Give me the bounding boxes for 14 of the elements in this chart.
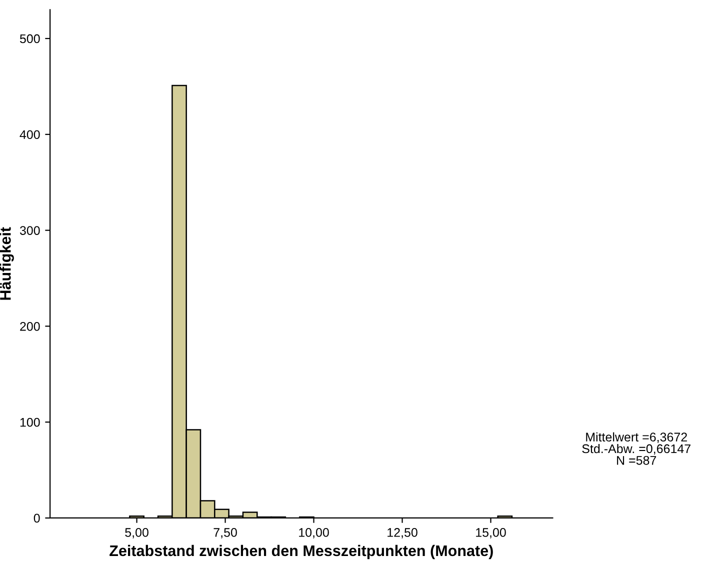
y-axis-title: Häufigkeit bbox=[0, 227, 14, 300]
y-tick-label: 100 bbox=[20, 418, 40, 427]
text: Mittelwert =6,3672 Std.-Abw. =0,66147 N =587 bbox=[582, 432, 690, 465]
x-tick-label: 7,50 bbox=[214, 528, 237, 538]
y-tick-label: 300 bbox=[20, 226, 40, 235]
y-tick-label: 0 bbox=[34, 514, 40, 523]
x-tick-label: 12,50 bbox=[388, 528, 418, 538]
x-axis-title: Zeitabstand zwischen den Messzeitpunkten (Monate) bbox=[110, 544, 493, 560]
y-tick-label: 200 bbox=[20, 322, 40, 331]
x-tick-label: 15,00 bbox=[476, 528, 506, 538]
y-tick-label: 500 bbox=[20, 34, 40, 44]
x-tick-label: 5,00 bbox=[125, 528, 148, 538]
y-tick-label: 400 bbox=[20, 130, 40, 140]
x-tick-label: 10,00 bbox=[299, 528, 329, 538]
